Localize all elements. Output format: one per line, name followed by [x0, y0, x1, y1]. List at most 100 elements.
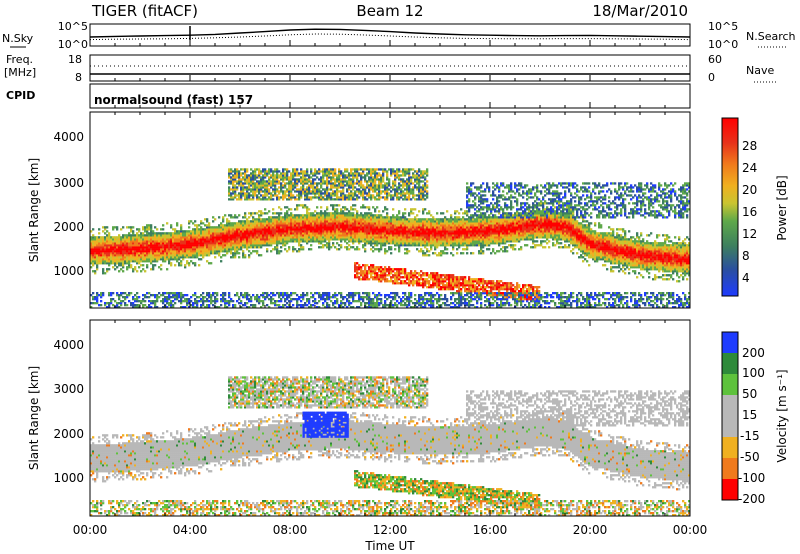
power-cell	[264, 224, 267, 227]
power-cell	[234, 176, 237, 179]
power-cell	[308, 174, 311, 177]
power-cell	[332, 242, 335, 245]
power-cell	[360, 234, 363, 237]
power-cell	[156, 258, 159, 261]
power-cell	[256, 228, 259, 231]
power-cell	[264, 196, 267, 199]
power-cell	[146, 236, 149, 239]
power-cell	[348, 176, 351, 179]
power-cell	[350, 184, 353, 187]
power-cell	[300, 300, 303, 303]
power-cell	[192, 232, 195, 235]
power-cell	[164, 248, 167, 251]
power-cell	[194, 300, 197, 303]
power-cell	[202, 234, 205, 237]
power-cell	[112, 242, 115, 245]
power-cell	[250, 296, 253, 299]
power-cell	[232, 216, 235, 219]
power-cell	[240, 236, 243, 239]
power-cell	[370, 180, 373, 183]
power-cell	[180, 240, 183, 243]
power-cell	[206, 254, 209, 257]
power-cell	[200, 246, 203, 249]
power-cell	[198, 244, 201, 247]
power-cell	[356, 274, 359, 277]
power-cell	[290, 292, 293, 295]
power-cell	[388, 234, 391, 237]
power-cell	[406, 228, 409, 231]
power-cell	[306, 172, 309, 175]
power-cell	[286, 182, 289, 185]
power-cell	[402, 180, 405, 183]
power-cell	[402, 174, 405, 177]
power-cell	[260, 228, 263, 231]
power-cell	[178, 238, 181, 241]
power-cell	[372, 242, 375, 245]
power-cell	[302, 180, 305, 183]
power-cell	[394, 232, 397, 235]
power-cell	[242, 230, 245, 233]
power-cell	[158, 250, 161, 253]
power-cell	[92, 260, 95, 263]
power-cell	[162, 254, 165, 257]
power-cell	[300, 222, 303, 225]
power-cell	[314, 220, 317, 223]
power-cell	[206, 242, 209, 245]
power-cell	[370, 168, 373, 171]
power-cell	[416, 172, 419, 175]
power-cell	[246, 234, 249, 237]
power-cell	[376, 276, 379, 279]
power-cell	[368, 238, 371, 241]
power-cell	[256, 180, 259, 183]
power-cell	[328, 182, 331, 185]
power-cell	[354, 174, 357, 177]
power-cell	[408, 174, 411, 177]
power-cell	[146, 228, 149, 231]
power-cell	[286, 206, 289, 209]
power-cell	[126, 296, 129, 299]
power-cell	[354, 268, 357, 271]
power-cell	[374, 242, 377, 245]
power-cell	[392, 280, 395, 283]
power-cell	[330, 232, 333, 235]
power-cell	[318, 192, 321, 195]
power-cell	[268, 172, 271, 175]
power-cell	[232, 226, 235, 229]
power-cell	[102, 226, 105, 229]
power-cell	[278, 250, 281, 253]
power-cell	[114, 264, 117, 267]
power-cell	[96, 248, 99, 251]
power-cell	[324, 238, 327, 241]
power-cell	[108, 260, 111, 263]
power-cell	[380, 182, 383, 185]
power-cell	[242, 244, 245, 247]
power-cell	[412, 236, 415, 239]
power-cell	[136, 254, 139, 257]
power-cell	[148, 304, 151, 307]
power-cell	[294, 234, 297, 237]
power-cell	[374, 276, 377, 279]
power-cell	[286, 298, 289, 301]
power-cell	[322, 178, 325, 181]
power-cell	[150, 254, 153, 257]
power-cell	[348, 174, 351, 177]
power-cell	[158, 234, 161, 237]
power-cell	[338, 180, 341, 183]
power-cell	[228, 224, 231, 227]
power-cell	[360, 176, 363, 179]
power-cell	[120, 242, 123, 245]
power-cell	[134, 258, 137, 261]
power-cell	[396, 222, 399, 225]
power-cell	[372, 216, 375, 219]
power-cell	[304, 172, 307, 175]
power-cell	[118, 262, 121, 265]
power-cell	[340, 232, 343, 235]
power-cell	[344, 214, 347, 217]
power-cell	[296, 172, 299, 175]
power-cell	[290, 234, 293, 237]
power-cell	[188, 242, 191, 245]
power-cell	[326, 222, 329, 225]
power-cell	[244, 168, 247, 171]
power-cell	[280, 250, 283, 253]
power-cell	[120, 262, 123, 265]
